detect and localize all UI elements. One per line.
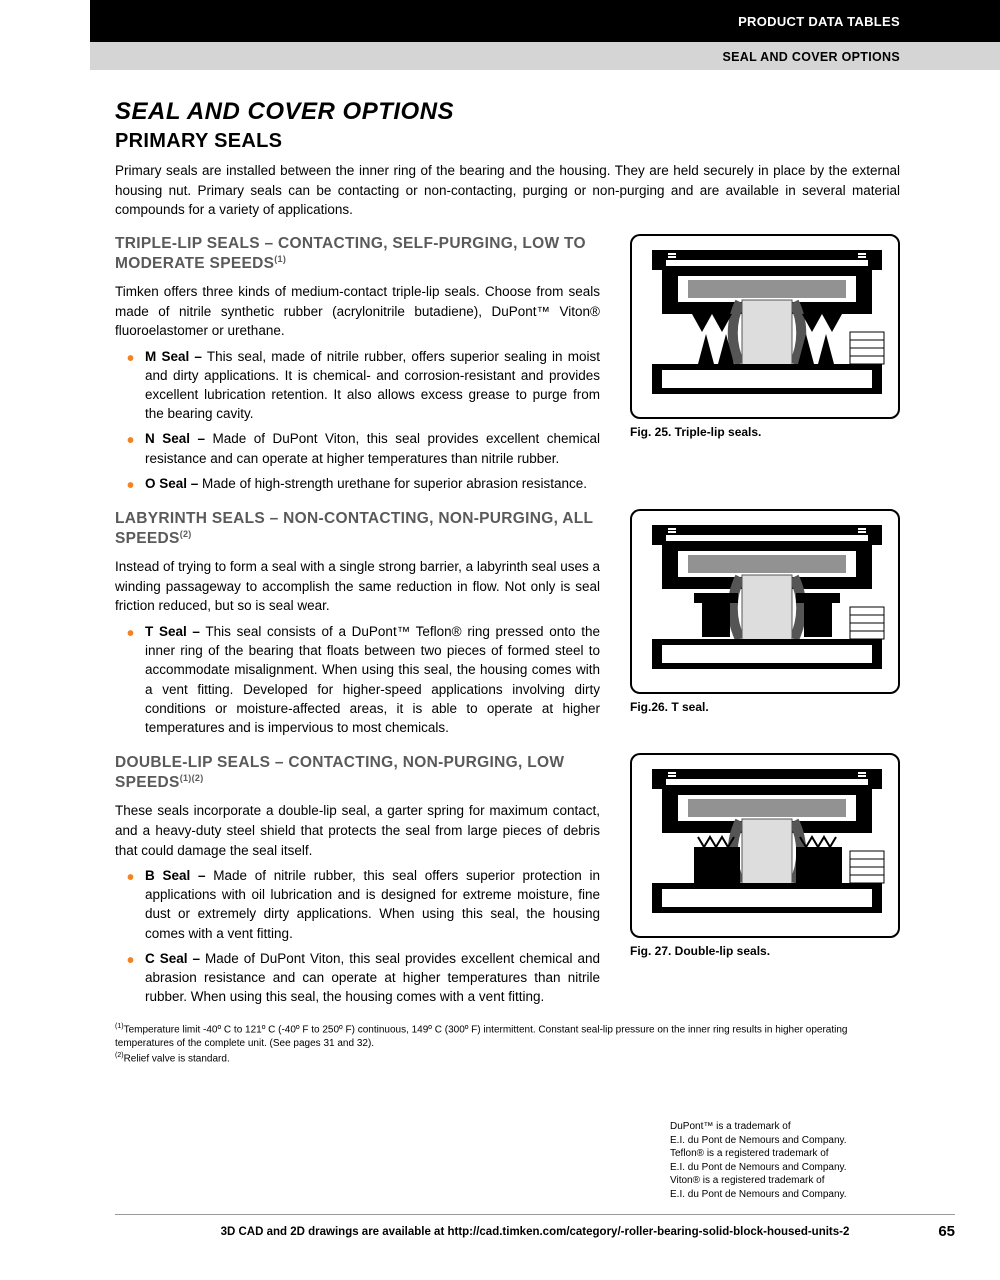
figure-diagram bbox=[630, 753, 900, 938]
page-content: SEAL AND COVER OPTIONS PRIMARY SEALS Pri… bbox=[0, 70, 1000, 1065]
figure-caption: Fig.26. T seal. bbox=[630, 700, 900, 714]
figure-caption: Fig. 25. Triple-lip seals. bbox=[630, 425, 900, 439]
figure-caption: Fig. 27. Double-lip seals. bbox=[630, 944, 900, 958]
header-grey-bar: SEAL AND COVER OPTIONS bbox=[90, 42, 1000, 70]
section-heading: TRIPLE-LIP SEALS – CONTACTING, SELF-PURG… bbox=[115, 234, 600, 274]
list-item: C Seal – Made of DuPont Viton, this seal… bbox=[131, 949, 600, 1006]
section-figure: Fig.26. T seal. bbox=[630, 509, 900, 743]
footnote1-text: Temperature limit -40º C to 121º C (-40º… bbox=[115, 1025, 847, 1050]
header-black-bar: PRODUCT DATA TABLES bbox=[90, 0, 1000, 42]
section-row: TRIPLE-LIP SEALS – CONTACTING, SELF-PURG… bbox=[115, 234, 900, 499]
header-grey-text: SEAL AND COVER OPTIONS bbox=[723, 50, 900, 64]
section-heading: LABYRINTH SEALS – NON-CONTACTING, NON-PU… bbox=[115, 509, 600, 549]
footnote2-sup: (2) bbox=[115, 1052, 124, 1059]
section-row: DOUBLE-LIP SEALS – CONTACTING, NON-PURGI… bbox=[115, 753, 900, 1012]
section-left: DOUBLE-LIP SEALS – CONTACTING, NON-PURGI… bbox=[115, 753, 600, 1012]
page-number: 65 bbox=[915, 1223, 955, 1240]
section-heading: DOUBLE-LIP SEALS – CONTACTING, NON-PURGI… bbox=[115, 753, 600, 793]
section-body: Timken offers three kinds of medium-cont… bbox=[115, 282, 600, 341]
list-item: N Seal – Made of DuPont Viton, this seal… bbox=[131, 429, 600, 467]
section-figure: Fig. 25. Triple-lip seals. bbox=[630, 234, 900, 499]
footnotes: (1)Temperature limit -40º C to 121º C (-… bbox=[115, 1022, 900, 1065]
footnote2-text: Relief valve is standard. bbox=[124, 1053, 230, 1064]
list-item: M Seal – This seal, made of nitrile rubb… bbox=[131, 347, 600, 424]
page-title-sub: PRIMARY SEALS bbox=[115, 130, 900, 153]
section-figure: Fig. 27. Double-lip seals. bbox=[630, 753, 900, 1012]
section-left: LABYRINTH SEALS – NON-CONTACTING, NON-PU… bbox=[115, 509, 600, 743]
header-black-text: PRODUCT DATA TABLES bbox=[738, 14, 900, 29]
section-row: LABYRINTH SEALS – NON-CONTACTING, NON-PU… bbox=[115, 509, 900, 743]
list-item: B Seal – Made of nitrile rubber, this se… bbox=[131, 866, 600, 943]
seal-list: T Seal – This seal consists of a DuPont™… bbox=[115, 622, 600, 737]
intro-text: Primary seals are installed between the … bbox=[115, 161, 900, 220]
list-item: T Seal – This seal consists of a DuPont™… bbox=[131, 622, 600, 737]
figure-diagram bbox=[630, 509, 900, 694]
seal-list: M Seal – This seal, made of nitrile rubb… bbox=[115, 347, 600, 493]
figure-diagram bbox=[630, 234, 900, 419]
list-item: O Seal – Made of high-strength urethane … bbox=[131, 474, 600, 493]
page-title-italic: SEAL AND COVER OPTIONS bbox=[115, 98, 900, 126]
section-left: TRIPLE-LIP SEALS – CONTACTING, SELF-PURG… bbox=[115, 234, 600, 499]
trademark-block: DuPont™ is a trademark ofE.I. du Pont de… bbox=[670, 1120, 900, 1201]
section-body: Instead of trying to form a seal with a … bbox=[115, 557, 600, 616]
seal-list: B Seal – Made of nitrile rubber, this se… bbox=[115, 866, 600, 1006]
section-body: These seals incorporate a double-lip sea… bbox=[115, 801, 600, 860]
footnote1-sup: (1) bbox=[115, 1023, 124, 1030]
footer-bar: 3D CAD and 2D drawings are available at … bbox=[115, 1214, 955, 1240]
footer-text: 3D CAD and 2D drawings are available at … bbox=[155, 1226, 915, 1238]
